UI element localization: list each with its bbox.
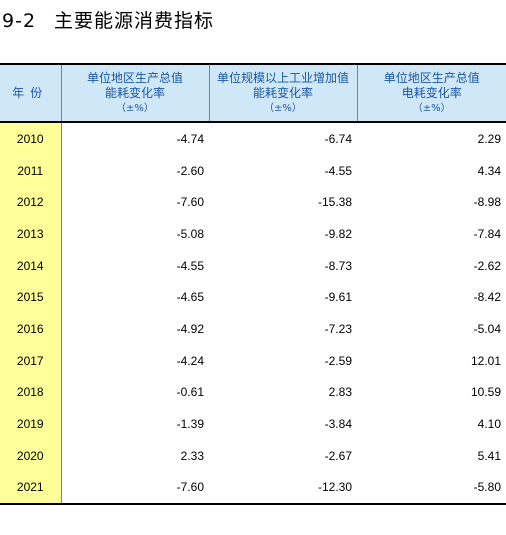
- header-line: 单位规模以上工业增加值: [216, 70, 349, 85]
- year-cell: 2010: [0, 122, 62, 155]
- year-cell: 2021: [0, 471, 62, 506]
- year-cell: 2013: [0, 218, 62, 250]
- year-cell: 2012: [0, 186, 62, 219]
- header-line: 单位地区生产总值: [86, 70, 183, 85]
- gdp-electricity-cell: -8.98: [473, 195, 501, 210]
- year-cell: 2018: [0, 376, 62, 409]
- header-line: 电耗变化率: [401, 85, 462, 100]
- table-row: 2016 -4.92 -7.23 -5.04: [0, 313, 506, 345]
- table-row: 2019 -1.39 -3.84 4.10: [0, 408, 506, 440]
- industry-energy-cell: -9.61: [324, 290, 352, 305]
- table-row: 2011 -2.60 -4.55 4.34: [0, 154, 506, 187]
- energy-consumption-table: 年份 单位地区生产总值 能耗变化率 （±%） 单位规模以上工业增加值 能耗变化率…: [0, 63, 506, 506]
- header-row: 年份 单位地区生产总值 能耗变化率 （±%） 单位规模以上工业增加值 能耗变化率…: [0, 63, 506, 123]
- industry-energy-cell: -7.23: [324, 321, 352, 336]
- gdp-electricity-cell: 10.59: [470, 385, 501, 400]
- table-row: 2012 -7.60 -15.38 -8.98: [0, 186, 506, 219]
- table-row: 2020 2.33 -2.67 5.41: [0, 439, 506, 472]
- page-title: 9-2 主要能源消费指标: [2, 6, 214, 33]
- industry-energy-cell: 2.83: [328, 385, 352, 400]
- gdp-electricity-cell: 4.10: [477, 417, 501, 432]
- gdp-energy-cell: -5.08: [176, 226, 204, 241]
- industry-energy-cell: -6.74: [324, 131, 352, 146]
- year-cell: 2019: [0, 408, 62, 440]
- gdp-energy-cell: -4.74: [176, 131, 204, 146]
- table-row: 2021 -7.60 -12.30 -5.80: [0, 471, 506, 506]
- column-header-gdp-energy: 单位地区生产总值 能耗变化率 （±%）: [60, 63, 209, 123]
- industry-energy-cell: -12.30: [209, 471, 357, 506]
- header-line: 能耗变化率: [104, 85, 165, 100]
- gdp-energy-cell: -0.61: [176, 385, 204, 400]
- gdp-energy-cell: 2.33: [180, 448, 204, 463]
- table-title: 主要能源消费指标: [54, 10, 215, 32]
- gdp-energy-cell: -7.60: [176, 195, 204, 210]
- year-cell: 2020: [0, 439, 62, 472]
- column-header-industry-energy: 单位规模以上工业增加值 能耗变化率 （±%）: [208, 63, 357, 123]
- table-number: 9-2: [2, 10, 37, 32]
- column-header-gdp-electricity: 单位地区生产总值 电耗变化率 （±%）: [356, 63, 506, 123]
- industry-energy-cell: -2.59: [324, 353, 352, 368]
- industry-energy-cell: -9.82: [324, 226, 352, 241]
- gdp-energy-cell: -1.39: [176, 417, 204, 432]
- gdp-energy-cell: -4.65: [176, 290, 204, 305]
- year-cell: 2014: [0, 249, 62, 282]
- year-cell: 2017: [0, 344, 62, 377]
- table-row: 2013 -5.08 -9.82 -7.84: [0, 218, 506, 250]
- gdp-energy-cell: -4.24: [176, 353, 204, 368]
- header-line: 能耗变化率: [252, 85, 313, 100]
- header-unit: （±%）: [412, 102, 451, 114]
- gdp-electricity-cell: -7.84: [473, 226, 501, 241]
- industry-energy-cell: -3.84: [324, 417, 352, 432]
- year-cell: 2016: [0, 313, 62, 345]
- gdp-energy-cell: -2.60: [176, 163, 204, 178]
- gdp-energy-cell: -4.92: [176, 321, 204, 336]
- year-cell: 2015: [0, 281, 62, 314]
- industry-energy-cell: -15.38: [317, 195, 352, 210]
- gdp-electricity-cell: 2.29: [477, 131, 501, 146]
- gdp-electricity-cell: 12.01: [470, 353, 501, 368]
- table-row: 2014 -4.55 -8.73 -2.62: [0, 249, 506, 282]
- year-cell: 2011: [0, 154, 62, 187]
- table-row: 2010 -4.74 -6.74 2.29: [0, 122, 506, 155]
- gdp-electricity-cell: 4.34: [477, 163, 501, 178]
- gdp-energy-cell: -7.60: [61, 471, 209, 506]
- table-row: 2015 -4.65 -9.61 -8.42: [0, 281, 506, 314]
- gdp-electricity-cell: 5.41: [477, 448, 501, 463]
- table-row: 2018 -0.61 2.83 10.59: [0, 376, 506, 409]
- gdp-electricity-cell: -2.62: [473, 258, 501, 273]
- industry-energy-cell: -2.67: [324, 448, 352, 463]
- gdp-electricity-cell: -5.04: [473, 321, 501, 336]
- header-line: 单位地区生产总值: [383, 70, 480, 85]
- industry-energy-cell: -4.55: [324, 163, 352, 178]
- gdp-energy-cell: -4.55: [176, 258, 204, 273]
- industry-energy-cell: -8.73: [324, 258, 352, 273]
- gdp-electricity-cell: -8.42: [473, 290, 501, 305]
- year-column-header: 年份: [0, 63, 61, 123]
- header-unit: （±%）: [116, 102, 154, 114]
- table-row: 2017 -4.24 -2.59 12.01: [0, 344, 506, 377]
- gdp-electricity-cell: -5.80: [357, 471, 506, 506]
- header-unit: （±%）: [264, 102, 302, 114]
